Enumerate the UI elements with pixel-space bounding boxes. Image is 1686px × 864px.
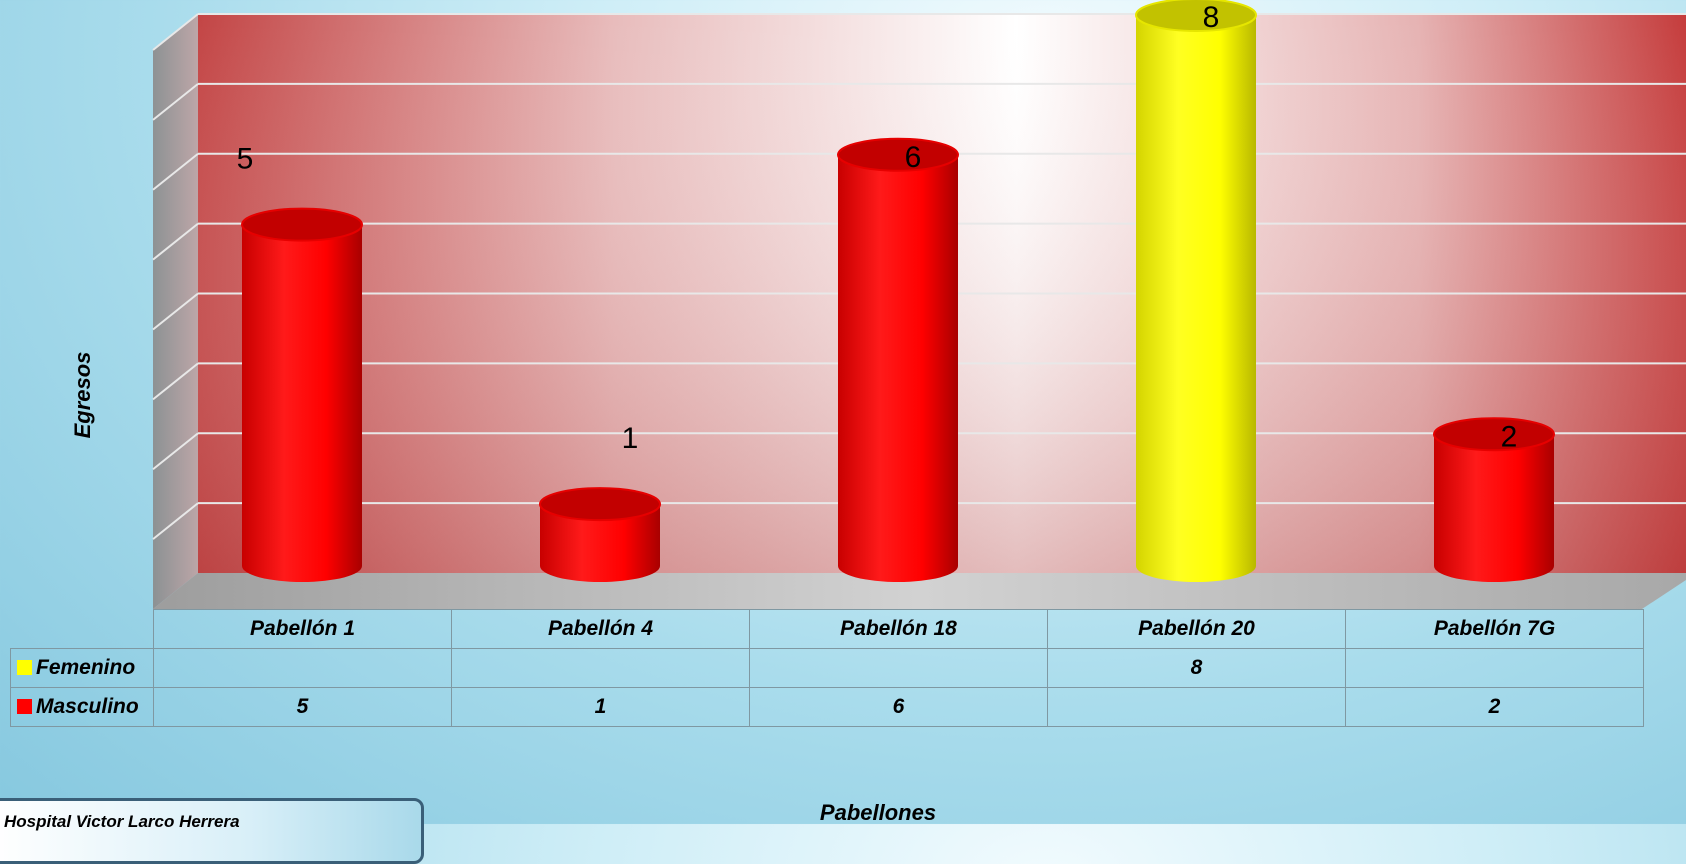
legend-label: Femenino — [36, 656, 136, 679]
bar-top — [837, 137, 959, 172]
table-row-masculino: Masculino 5 1 6 2 — [10, 687, 1644, 727]
table-cell: 1 — [451, 687, 750, 727]
bar-3 — [837, 137, 959, 582]
table-cell: 2 — [1345, 687, 1644, 727]
y-axis-label: Egresos — [70, 352, 95, 439]
bar-top — [539, 487, 661, 522]
bar-body — [838, 154, 958, 582]
bar-body — [1136, 15, 1256, 582]
table-row-femenino: Femenino 8 — [10, 648, 1644, 688]
source-text: Hospital Victor Larco Herrera — [4, 812, 240, 831]
gridline — [152, 13, 199, 51]
table-header-row: Pabellón 1 Pabellón 4 Pabellón 18 Pabell… — [10, 609, 1644, 649]
bar-top — [1135, 0, 1257, 32]
table-header-cell: Pabellón 18 — [749, 609, 1048, 649]
bar-body — [540, 504, 660, 582]
table-cell — [451, 648, 750, 688]
bar-top — [241, 207, 363, 242]
data-label: 2 — [1501, 420, 1518, 453]
table-cell — [749, 648, 1048, 688]
x-axis-label: Pabellones — [820, 800, 936, 824]
gridline — [152, 222, 199, 261]
bar-5 — [1433, 417, 1555, 582]
legend-femenino: Femenino — [10, 648, 154, 688]
bar-top — [1433, 417, 1555, 452]
legend-label: Masculino — [36, 695, 139, 718]
gridline — [152, 502, 199, 540]
gridline — [152, 362, 199, 401]
table-corner — [10, 609, 154, 649]
table-header-cell: Pabellón 1 — [153, 609, 452, 649]
data-label: 1 — [622, 422, 639, 455]
table-cell — [1345, 648, 1644, 688]
gridline — [152, 432, 199, 471]
data-label: 8 — [1203, 1, 1220, 34]
bar-1 — [241, 207, 363, 582]
table-cell — [1047, 687, 1346, 727]
gridline — [152, 83, 199, 121]
legend-swatch-masculino — [17, 699, 32, 714]
gridline — [152, 152, 199, 191]
gridline — [152, 292, 199, 331]
data-label: 5 — [237, 143, 254, 176]
data-table: Pabellón 1 Pabellón 4 Pabellón 18 Pabell… — [10, 609, 1644, 727]
bar-body — [1434, 434, 1554, 582]
data-label: 6 — [905, 141, 922, 174]
table-cell — [153, 648, 452, 688]
legend-swatch-femenino — [17, 660, 32, 675]
bar-body — [242, 224, 362, 582]
chart-floor — [153, 573, 1686, 609]
bar-2 — [539, 487, 661, 582]
table-header-cell: Pabellón 7G — [1345, 609, 1644, 649]
table-cell: 5 — [153, 687, 452, 727]
bar-4 — [1135, 0, 1257, 582]
table-cell: 6 — [749, 687, 1048, 727]
table-cell: 8 — [1047, 648, 1346, 688]
table-header-cell: Pabellón 20 — [1047, 609, 1346, 649]
legend-masculino: Masculino — [10, 687, 154, 727]
table-header-cell: Pabellón 4 — [451, 609, 750, 649]
